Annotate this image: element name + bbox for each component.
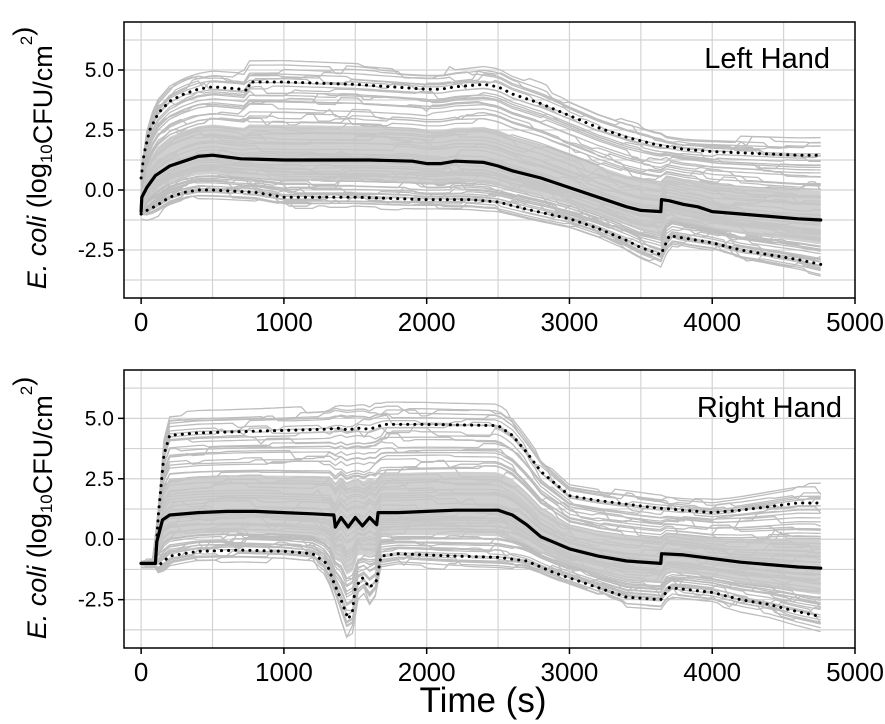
lower-bound-line — [139, 548, 823, 621]
simulation-line — [140, 85, 821, 182]
simulation-line — [140, 75, 821, 177]
panel-title: Right Hand — [697, 392, 842, 424]
x-tick-label: 4000 — [683, 307, 741, 337]
y-tick-label: 5.0 — [85, 407, 114, 430]
simulation-line — [141, 194, 821, 277]
median-line — [139, 153, 823, 222]
simulation-line — [141, 430, 821, 565]
x-tick-label: 2000 — [398, 307, 456, 337]
simulation-line — [141, 550, 821, 628]
simulation-line — [140, 100, 821, 185]
simulation-line — [140, 64, 821, 172]
x-tick-label: 3000 — [541, 657, 599, 687]
simulation-line — [140, 179, 821, 252]
simulation-line — [140, 89, 821, 183]
x-tick-label: 1000 — [255, 657, 313, 687]
simulation-line — [141, 412, 821, 565]
plot-frame — [123, 369, 856, 649]
y-tick-label: 0.0 — [85, 528, 114, 551]
x-tick-label: 4000 — [683, 657, 741, 687]
median-line — [139, 508, 823, 570]
x-tick-label: 5000 — [826, 657, 884, 687]
simulation-line — [140, 69, 821, 174]
simulation-line — [140, 111, 821, 194]
x-tick-label: 5000 — [826, 307, 884, 337]
simulation-line — [140, 181, 821, 260]
simulation-line — [140, 185, 821, 263]
simulation-line — [141, 540, 821, 608]
simulation-line — [140, 108, 821, 191]
x-tick-label: 0 — [134, 657, 148, 687]
simulation-line — [140, 101, 821, 189]
x-tick-label: 3000 — [541, 307, 599, 337]
y-axis-label: E. coli (log10CFU/cm2) — [8, 377, 58, 639]
simulation-line — [140, 59, 821, 171]
plot-frame — [123, 21, 856, 299]
y-tick-label: 2.5 — [85, 119, 114, 142]
simulation-line — [141, 401, 821, 565]
left-hand-panel: 0 1000 2000 3000 4000 5000 5.0 2.5 0.0 -2.5 Left H… — [8, 21, 884, 337]
x-tick-label: 1000 — [255, 307, 313, 337]
simulation-line — [140, 177, 821, 255]
x-tick-label: 2000 — [398, 657, 456, 687]
simulation-line — [140, 112, 821, 192]
simulation-line — [140, 92, 821, 185]
simulation-line — [141, 436, 821, 565]
simulation-line — [141, 459, 821, 565]
simulation-line — [141, 541, 821, 611]
simulation-line — [140, 68, 821, 173]
simulation-line — [140, 441, 821, 569]
simulation-line — [141, 549, 821, 623]
y-tick-label: 2.5 — [85, 468, 114, 491]
simulation-core-band — [141, 124, 821, 245]
simulation-line — [140, 97, 821, 186]
x-tick-label: 0 — [134, 307, 148, 337]
simulation-line — [141, 458, 821, 565]
y-tick-label: 0.0 — [85, 179, 114, 202]
simulation-line — [140, 177, 821, 261]
simulation-line — [140, 176, 821, 248]
panel-title: Left Hand — [704, 43, 830, 75]
simulation-line — [140, 189, 821, 271]
y-tick-label: 5.0 — [85, 59, 114, 82]
x-axis-label: Time (s) — [419, 681, 546, 720]
simulation-line — [141, 454, 821, 565]
simulation-line — [141, 433, 821, 565]
right-hand-panel: 0 1000 2000 3000 4000 5000 5.0 2.5 0.0 -2.5 Right … — [8, 369, 884, 687]
y-tick-label: -2.5 — [78, 239, 114, 262]
upper-bound-line — [139, 80, 823, 180]
y-axis-label: E. coli (log10CFU/cm2) — [8, 27, 58, 289]
simulation-line — [141, 405, 822, 565]
upper-bound-line — [139, 422, 823, 565]
simulation-line — [141, 421, 821, 565]
y-tick-label: -2.5 — [78, 589, 114, 612]
simulation-line — [140, 80, 821, 178]
simulation-line — [140, 189, 821, 269]
